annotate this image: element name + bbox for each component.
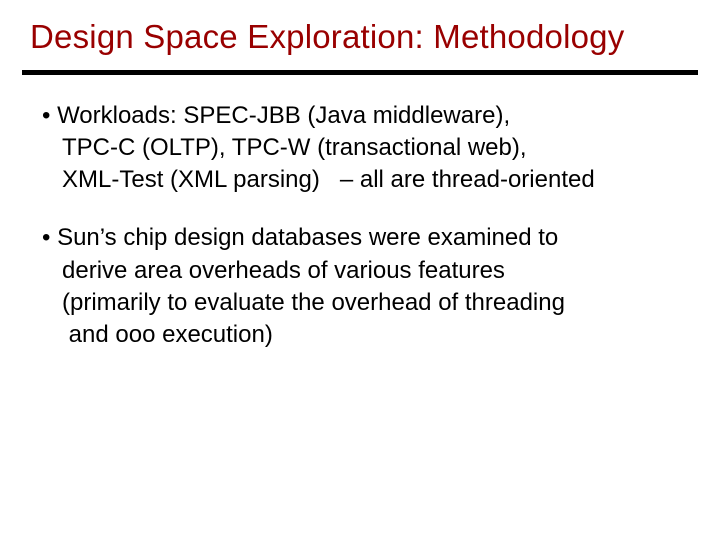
bullet-first-line: • Workloads: SPEC-JBB (Java middleware), [42,100,690,132]
bullet-item: • Sun’s chip design databases were exami… [42,222,690,351]
slide-body: • Workloads: SPEC-JBB (Java middleware),… [42,100,690,377]
bullet-cont-line: XML-Test (XML parsing) – all are thread-… [42,164,690,196]
slide: Design Space Exploration: Methodology • … [0,0,720,540]
bullet-item: • Workloads: SPEC-JBB (Java middleware),… [42,100,690,196]
title-underline [22,70,698,75]
bullet-cont-line: (primarily to evaluate the overhead of t… [42,287,690,319]
bullet-first-line: • Sun’s chip design databases were exami… [42,222,690,254]
bullet-cont-line: and ooo execution) [42,319,690,351]
bullet-cont-line: TPC-C (OLTP), TPC-W (transactional web), [42,132,690,164]
slide-title: Design Space Exploration: Methodology [30,18,700,56]
bullet-cont-line: derive area overheads of various feature… [42,255,690,287]
